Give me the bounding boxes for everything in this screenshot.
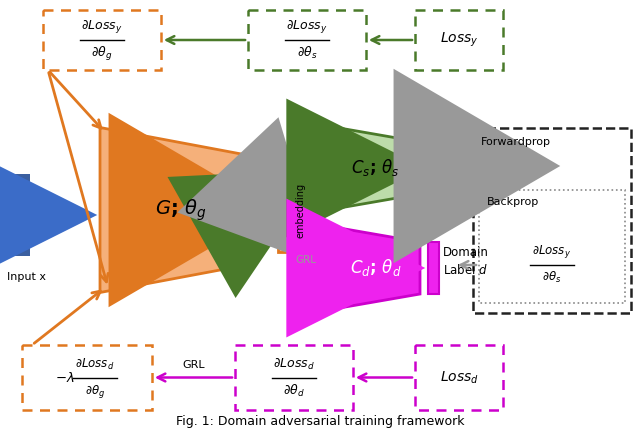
Text: GRL: GRL [182, 360, 205, 371]
Text: $\partial\theta_g$: $\partial\theta_g$ [92, 45, 113, 63]
Text: Speaker: Speaker [443, 145, 491, 159]
Text: Label $\it{y}$: Label $\it{y}$ [443, 162, 488, 178]
Text: Backprop: Backprop [487, 197, 540, 207]
Text: Fig. 1: Domain adversarial training framework: Fig. 1: Domain adversarial training fram… [176, 415, 464, 429]
Text: $\it{Loss_d}$: $\it{Loss_d}$ [440, 369, 479, 386]
Polygon shape [325, 225, 420, 310]
Text: $\partial Loss_y$: $\partial Loss_y$ [81, 18, 123, 35]
Bar [278, 168, 293, 252]
Bar [428, 142, 439, 194]
Text: Domain: Domain [443, 246, 489, 258]
Text: $\partial\theta_d$: $\partial\theta_d$ [283, 383, 305, 399]
Text: $\it{Loss_y}$: $\it{Loss_y}$ [440, 31, 478, 49]
Text: $\partial Loss_y$: $\partial Loss_y$ [286, 18, 328, 35]
Text: $\partial Loss_d$: $\partial Loss_d$ [273, 357, 315, 372]
Text: embedding: embedding [296, 182, 306, 237]
Text: Label $\it{d}$: Label $\it{d}$ [443, 263, 488, 277]
Text: $-\lambda$: $-\lambda$ [56, 371, 75, 384]
Polygon shape [325, 126, 420, 211]
Text: $\partial Loss_y$: $\partial Loss_y$ [532, 243, 572, 260]
Text: $\partial\theta_g$: $\partial\theta_g$ [85, 383, 105, 399]
Bar [10, 174, 30, 256]
Text: $\it{C_s}$; $\it{\theta_s}$: $\it{C_s}$; $\it{\theta_s}$ [351, 157, 400, 178]
Polygon shape [100, 128, 252, 292]
Text: $\it{G}$; $\it{\theta_g}$: $\it{G}$; $\it{\theta_g}$ [155, 197, 207, 223]
Text: $\partial\theta_s$: $\partial\theta_s$ [297, 45, 317, 61]
Text: GRL: GRL [295, 255, 316, 265]
Text: Input x: Input x [7, 272, 46, 282]
Text: $\partial Loss_d$: $\partial Loss_d$ [76, 357, 115, 372]
Bar [428, 242, 439, 294]
Text: $\partial\theta_s$: $\partial\theta_s$ [542, 270, 562, 285]
Text: Forwardprop: Forwardprop [481, 137, 551, 147]
Text: $\it{C_d}$; $\it{\theta_d}$: $\it{C_d}$; $\it{\theta_d}$ [349, 258, 401, 279]
